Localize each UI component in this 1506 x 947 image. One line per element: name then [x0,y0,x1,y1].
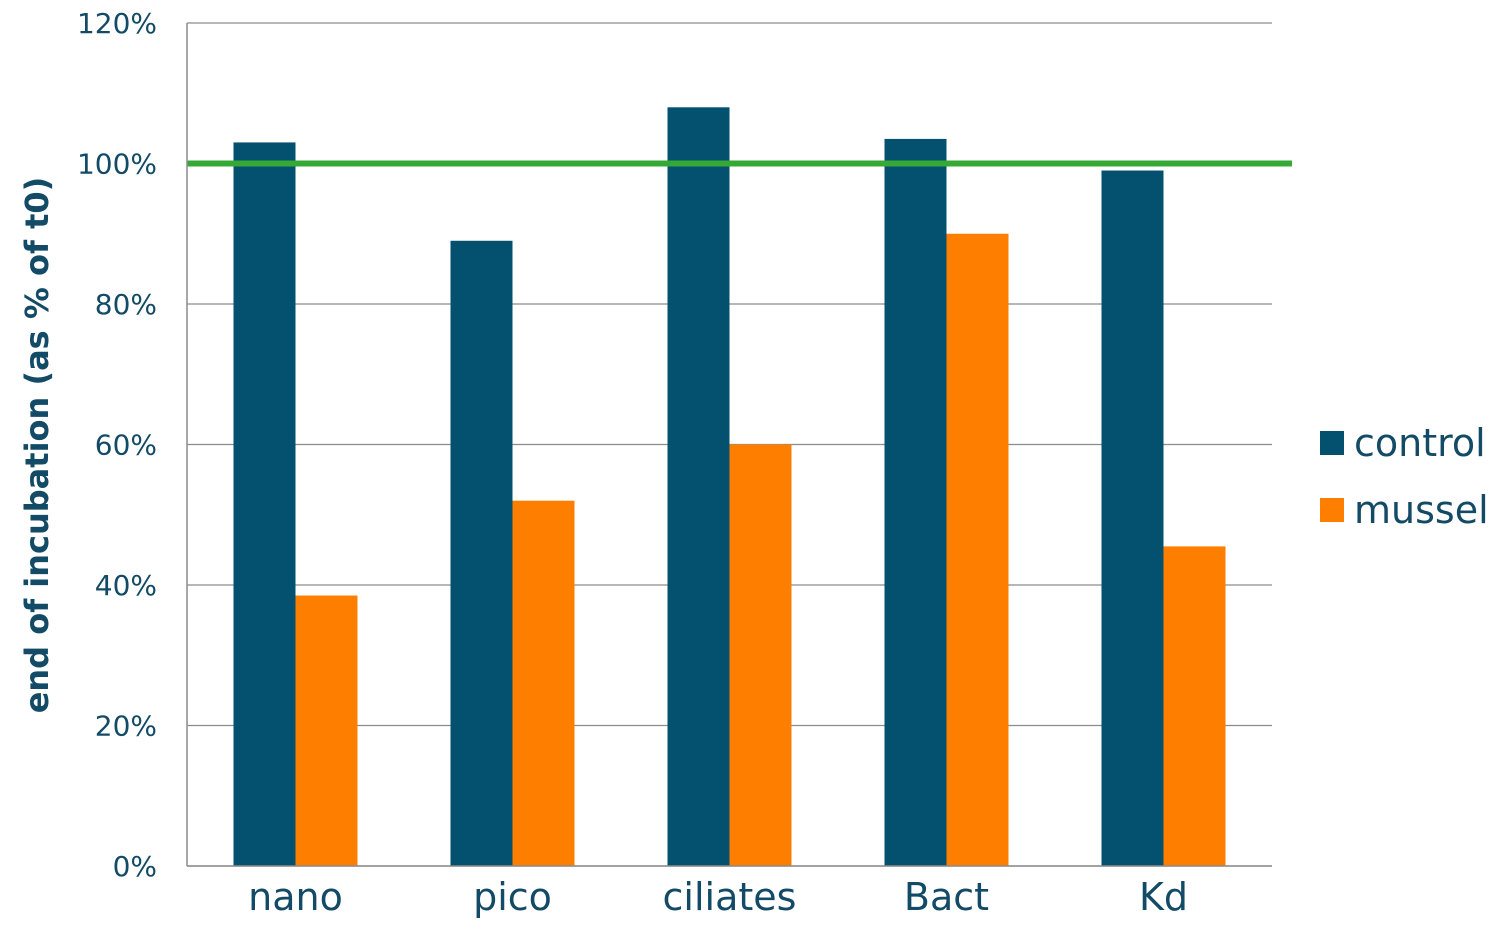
y-tick-label: 120% [77,7,157,40]
legend: control mussel [1320,421,1489,532]
bar-mussel-nano [295,595,358,866]
bar-control-kd [1101,170,1164,866]
y-tick-label: 20% [95,710,157,743]
x-category-label: pico [473,875,552,919]
bar-mussel-ciliates [729,444,792,866]
y-axis-ticks: 0% 20% 40% 60% 80% 100% 120% [77,7,157,883]
x-category-label: ciliates [663,875,797,919]
axes [186,23,1272,867]
y-tick-label: 80% [95,288,157,321]
bar-mussel-pico [512,500,575,866]
bar-control-bact [884,138,947,867]
bar-control-nano [233,142,296,867]
x-axis-categories: nano pico ciliates Bact Kd [248,875,1188,919]
bar-control-pico [450,240,513,866]
y-tick-label: 0% [113,850,157,883]
x-category-label: Kd [1139,875,1188,919]
legend-swatch-mussel [1320,498,1344,522]
x-category-label: nano [248,875,343,919]
legend-label-control: control [1354,421,1486,465]
y-tick-label: 100% [77,148,157,181]
legend-label-mussel: mussel [1354,488,1489,532]
bar-mussel-kd [1163,546,1226,866]
y-tick-label: 40% [95,569,157,602]
bar-control-ciliates [667,107,730,867]
y-axis-title: end of incubation (as % of t0) [18,177,56,714]
bars [233,107,1226,867]
x-category-label: Bact [904,875,989,919]
y-tick-label: 60% [95,429,157,462]
legend-swatch-control [1320,431,1344,455]
bar-mussel-bact [946,233,1009,866]
